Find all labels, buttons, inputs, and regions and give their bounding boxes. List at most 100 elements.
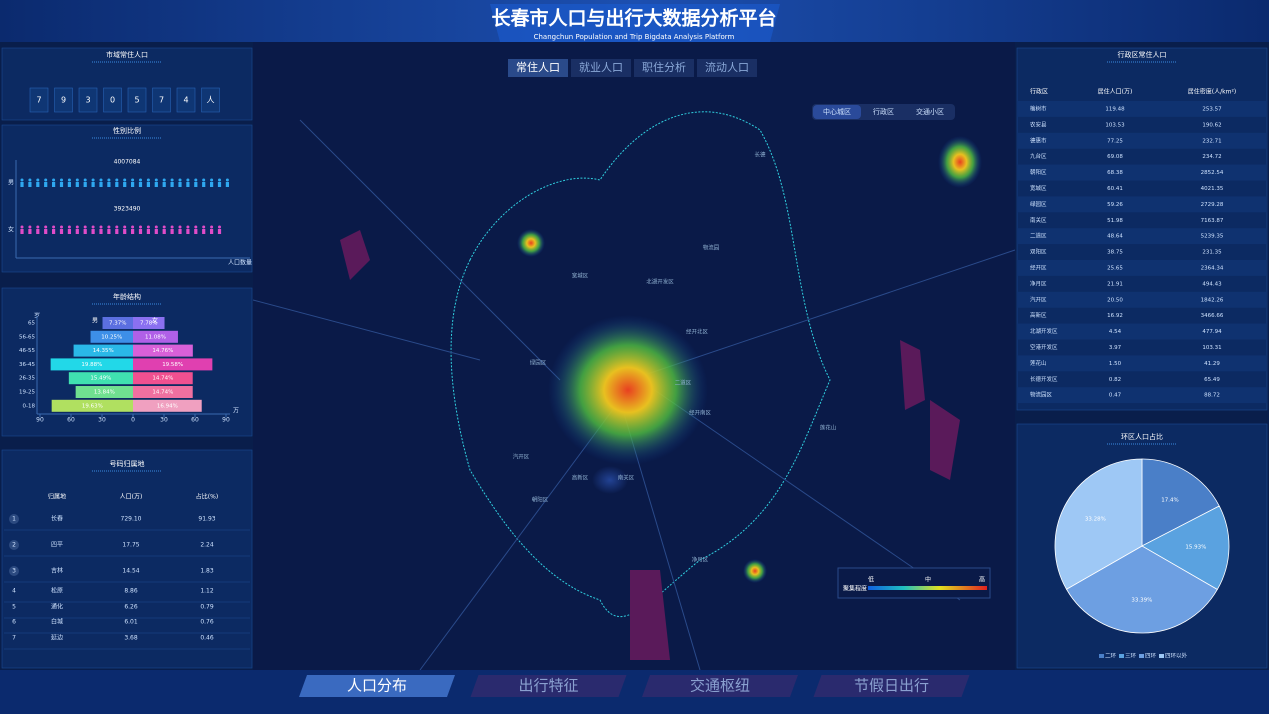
table-cell: 莲花山: [1030, 359, 1047, 367]
age-bar: [102, 317, 133, 329]
bar-label: 19.63%: [82, 403, 103, 409]
person-icon-body: [131, 182, 135, 187]
person-icon-head: [218, 178, 221, 182]
heat-spot: [938, 136, 982, 188]
person-icon-head: [44, 178, 48, 182]
person-icon-head: [52, 225, 56, 229]
legend-swatch: [1139, 654, 1144, 658]
person-icon-head: [44, 225, 48, 229]
map-label: 物流园: [703, 244, 720, 252]
person-icon-head: [123, 178, 127, 182]
rank-badge: [9, 566, 19, 576]
map-tab[interactable]: [508, 59, 568, 77]
person-icon-body: [210, 229, 214, 234]
age-bar: [73, 344, 133, 357]
mode-active[interactable]: [813, 105, 861, 119]
table-cell: 0.76: [200, 619, 214, 626]
map-tab[interactable]: [634, 59, 694, 77]
person-icon-head: [178, 178, 182, 182]
person-icon-head: [36, 178, 40, 182]
pie-slice: [1054, 458, 1143, 590]
x-tick-label: 90: [36, 417, 44, 424]
table-cell: 77.25: [1107, 138, 1123, 144]
table-cell: 88.72: [1204, 393, 1220, 399]
map-label: 莲花山: [820, 424, 837, 432]
table-cell: 德惠市: [1030, 136, 1047, 144]
map-tab[interactable]: [697, 59, 757, 77]
table-cell: 25.65: [1107, 266, 1123, 272]
row-stripe: [1017, 196, 1267, 213]
age-bar: [90, 330, 133, 343]
map-label: 净月区: [692, 556, 709, 564]
table-cell: 234.72: [1202, 154, 1221, 160]
y-tick-label: 19-25: [19, 390, 35, 396]
table-header: 归属地: [48, 493, 66, 501]
person-icon-body: [225, 182, 229, 187]
table-cell: 51.98: [1107, 218, 1123, 224]
table-cell: 190.62: [1202, 122, 1221, 128]
roads: [252, 119, 1016, 671]
table-cell: 双阳区: [1030, 248, 1047, 256]
age-bar: [133, 330, 178, 343]
row-stripe: [1017, 228, 1267, 245]
page-title: 长春市人口与出行大数据分析平台: [491, 7, 776, 30]
legend-swatch: [1119, 654, 1124, 658]
person-icon-body: [217, 182, 222, 187]
page-subtitle: Changchun Population and Trip Bigdata An…: [534, 33, 735, 41]
footer-tab[interactable]: [642, 675, 798, 697]
person-icon-head: [36, 225, 40, 229]
table-cell: 朝阳区: [1030, 168, 1047, 176]
person-icon-body: [170, 229, 174, 234]
digit: 9: [61, 96, 66, 105]
person-icon-head: [225, 178, 229, 182]
digit-box: [176, 87, 196, 113]
person-icon-body: [210, 182, 214, 187]
person-icon-head: [202, 178, 206, 182]
bar-label: 7.37%: [109, 321, 126, 327]
table-cell: 宽城区: [1030, 184, 1047, 192]
table-cell: 48.64: [1107, 234, 1123, 240]
footer-tab[interactable]: [299, 675, 455, 697]
x-tick-label: 90: [222, 417, 230, 424]
table-cell: 103.53: [1105, 122, 1125, 128]
table-cell: 2.24: [200, 542, 214, 549]
person-icon-body: [75, 229, 79, 234]
table-cell: 绿园区: [1030, 200, 1047, 208]
map-tab[interactable]: [571, 59, 631, 77]
slice-label: 33.28%: [1085, 516, 1106, 522]
table-cell: 17.75: [122, 542, 139, 549]
legend-label: 二环: [1105, 653, 1117, 660]
gender-value: 4007084: [114, 159, 141, 166]
digit-box: [78, 87, 98, 113]
person-icon-body: [59, 182, 64, 187]
person-icon-body: [83, 182, 87, 187]
digit: 7: [36, 96, 41, 105]
heat-spot: [743, 559, 767, 583]
table-cell: 20.50: [1107, 297, 1123, 303]
digit-box: [103, 87, 122, 113]
bar-label: 19.88%: [81, 362, 102, 368]
footer-tab-label: 出行特征: [518, 677, 578, 695]
person-icon-head: [83, 178, 87, 182]
map-label: 绿园区: [530, 359, 547, 367]
legend-swatch: [1159, 654, 1164, 658]
person-icon-body: [146, 229, 150, 234]
footer-tab[interactable]: [470, 675, 627, 697]
map-label: 宽城区: [572, 272, 589, 280]
table-cell: 榆树市: [1030, 105, 1047, 113]
table-cell: 91.93: [198, 516, 215, 523]
table-cell: 3.68: [124, 635, 138, 642]
table-cell: 二道区: [1030, 232, 1047, 240]
footer-tab[interactable]: [813, 675, 970, 697]
person-icon-body: [146, 182, 150, 187]
panel-title: 号码归属地: [110, 459, 145, 468]
slice-label: 33.39%: [1131, 597, 1152, 603]
person-icon-head: [107, 225, 111, 229]
person-icon-body: [107, 229, 111, 234]
person-icon-head: [170, 178, 174, 182]
person-icon-body: [138, 229, 143, 234]
person-icon-head: [154, 225, 158, 229]
gender-label: 男: [8, 180, 14, 187]
table-cell: 103.31: [1202, 345, 1221, 351]
